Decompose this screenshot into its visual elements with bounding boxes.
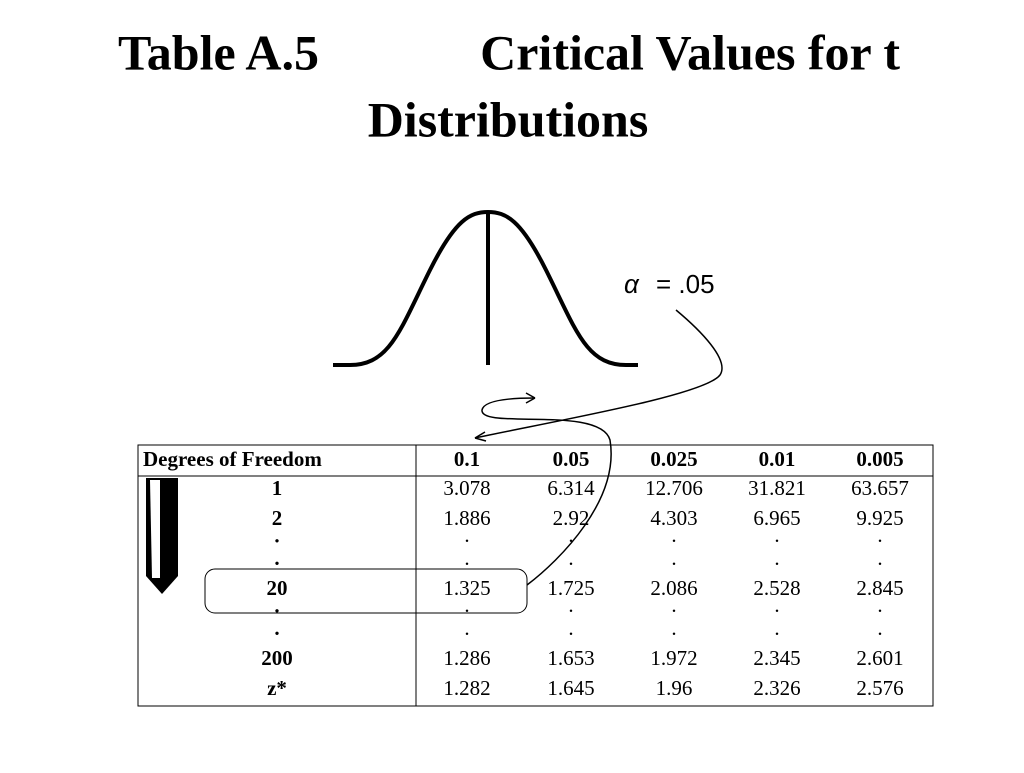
arrowhead [474, 431, 487, 442]
table-cell: 1.653 [547, 646, 594, 670]
row-header: 2 [272, 506, 283, 530]
table-cell: . [464, 546, 469, 570]
table-cell: 1.886 [443, 506, 490, 530]
table-cell: 9.925 [856, 506, 903, 530]
table-cell: 1.282 [443, 676, 490, 700]
table-cell: . [877, 546, 882, 570]
table-cell: 3.078 [443, 476, 490, 500]
row-header: 20 [267, 576, 288, 600]
table-cell: . [774, 546, 779, 570]
row-header: z* [267, 676, 287, 700]
column-header: 0.1 [454, 447, 480, 471]
column-header: 0.025 [650, 447, 697, 471]
table-cell: · [464, 599, 471, 623]
table-cell: 2.845 [856, 576, 903, 600]
row-header: · [273, 599, 280, 623]
table-cell: 31.821 [748, 476, 806, 500]
bell-curve [333, 209, 638, 367]
title-label: Table A.5 [118, 24, 319, 80]
table-cell: 4.303 [650, 506, 697, 530]
down-arrow-highlight [150, 480, 160, 578]
table-cell: · [671, 599, 678, 623]
table-cell: . [877, 616, 882, 640]
connector-arrow [481, 397, 612, 586]
table-cell: . [671, 616, 676, 640]
title: Critical Values for t [480, 24, 900, 80]
table-cell: 2.601 [856, 646, 903, 670]
table-cell: · [568, 529, 575, 553]
table-cell: · [568, 599, 575, 623]
table-cell: 6.314 [547, 476, 595, 500]
table-cell: · [774, 529, 781, 553]
table-cell: 1.96 [656, 676, 693, 700]
row-header: · [273, 529, 280, 553]
column-header: 0.005 [856, 447, 903, 471]
table-cell: . [671, 546, 676, 570]
table-cell: 1.325 [443, 576, 490, 600]
table-cell: 2.528 [753, 576, 800, 600]
table-cell: · [877, 599, 884, 623]
table-border [137, 444, 934, 707]
alpha-symbol: α [624, 269, 640, 299]
table-cell: 2.92 [553, 506, 590, 530]
table-cell: 2.086 [650, 576, 697, 600]
table-cell: 6.965 [753, 506, 800, 530]
column-header: 0.01 [759, 447, 796, 471]
row-header: 200 [261, 646, 293, 670]
table-cell: · [464, 529, 471, 553]
row-header: 1 [272, 476, 283, 500]
table-cell: 2.576 [856, 676, 903, 700]
column-header: Degrees of Freedom [143, 447, 322, 471]
table-cell: . [774, 616, 779, 640]
table-cell: 1.286 [443, 646, 490, 670]
row-header: . [274, 616, 279, 640]
table-cell: . [568, 546, 573, 570]
table-cell: 12.706 [645, 476, 703, 500]
table-cell: 1.645 [547, 676, 594, 700]
table-cell: · [774, 599, 781, 623]
row-header: . [274, 546, 279, 570]
table-cell: . [464, 616, 469, 640]
table-cell: 2.345 [753, 646, 800, 670]
column-header: 0.05 [553, 447, 590, 471]
title-line2: Distributions [368, 91, 649, 147]
table-cell: 2.326 [753, 676, 800, 700]
connector-arrow [474, 309, 723, 439]
arrowhead [525, 392, 536, 404]
table-cell: · [877, 529, 884, 553]
table-cell: 1.972 [650, 646, 697, 670]
table-cell: . [568, 616, 573, 640]
table-cell: · [671, 529, 678, 553]
highlight-box [204, 568, 528, 614]
table-cell: 1.725 [547, 576, 594, 600]
table-cell: 63.657 [851, 476, 909, 500]
alpha-value: = .05 [656, 269, 715, 299]
